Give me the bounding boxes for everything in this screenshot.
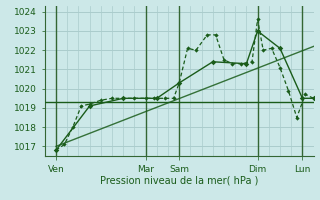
X-axis label: Pression niveau de la mer( hPa ): Pression niveau de la mer( hPa ) — [100, 175, 258, 185]
